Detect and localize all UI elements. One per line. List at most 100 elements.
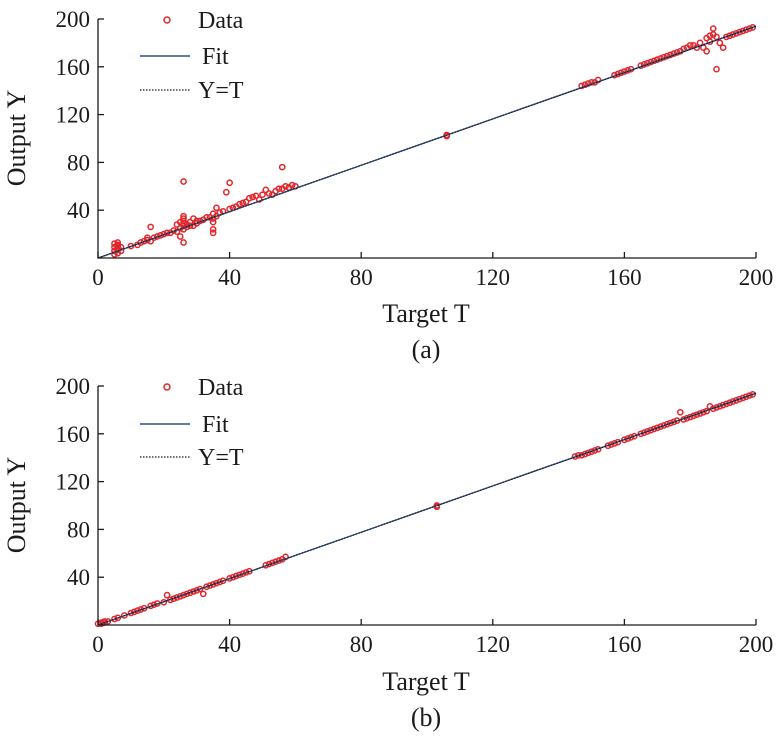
x-tick-label: 120 (476, 265, 511, 290)
data-point (249, 193, 256, 201)
y-tick-label: 80 (67, 150, 90, 175)
data-point (180, 178, 187, 185)
data-point (219, 577, 227, 585)
data-point (239, 199, 247, 207)
x-tick-label: 0 (92, 265, 104, 290)
data-point (213, 212, 220, 220)
data-point (213, 204, 220, 212)
legend-item-identity: Y=T (198, 445, 244, 471)
axes-frame (97, 19, 756, 259)
data-point (650, 425, 658, 433)
data-point (226, 179, 233, 187)
x-ticks: 0 40 80 120 160 200 (92, 619, 773, 657)
data-point (746, 392, 753, 399)
data-point (245, 194, 253, 202)
data-point (180, 212, 187, 220)
y-tick-label: 80 (67, 517, 90, 542)
legend: Data Fit Y=T (140, 8, 244, 104)
data-point (275, 185, 283, 193)
data-point (630, 432, 638, 440)
data-point (578, 82, 585, 90)
data-point (147, 223, 154, 231)
data-point (653, 424, 661, 432)
legend-item-fit: Fit (202, 44, 229, 70)
data-point (676, 408, 684, 416)
data-point (252, 192, 260, 200)
legend-data-marker (163, 383, 171, 391)
data-point (190, 588, 197, 595)
data-point (216, 578, 224, 586)
data-point (644, 428, 651, 435)
y-axis-label: Output Y (2, 457, 31, 554)
y-tick-label: 200 (56, 374, 91, 399)
data-point (709, 25, 717, 32)
data-point (265, 190, 273, 197)
data-point (209, 581, 217, 588)
data-point (203, 583, 210, 591)
data-point (209, 218, 217, 226)
x-axis-label: Target T (382, 667, 470, 696)
data-point (581, 81, 589, 89)
data-point (104, 618, 112, 625)
data-point (749, 391, 757, 398)
data-point (196, 585, 204, 593)
data-point (588, 78, 595, 86)
legend-item-fit: Fit (202, 412, 229, 438)
y-tick-label: 40 (67, 198, 90, 223)
x-tick-label: 200 (739, 265, 774, 290)
y-ticks: 40 80 120 160 200 (56, 7, 104, 223)
data-point (199, 590, 207, 598)
x-tick-label: 80 (350, 632, 373, 657)
data-point (742, 26, 750, 34)
y-tick-label: 160 (56, 422, 91, 447)
data-point (706, 32, 714, 40)
data-point (255, 196, 263, 203)
data-point (147, 237, 154, 245)
panel-label: (a) (412, 335, 441, 364)
data-point (209, 229, 217, 237)
x-tick-label: 160 (607, 632, 642, 657)
x-ticks: 0 40 80 120 160 200 (92, 252, 773, 290)
data-point (176, 233, 184, 240)
data-point (236, 200, 243, 208)
data-point (657, 423, 664, 430)
data-point (209, 225, 217, 233)
chart-panel-b: 0 40 80 120 160 200 40 80 120 160 200 Target T Ou… (2, 374, 773, 732)
data-point (686, 41, 694, 49)
x-tick-label: 80 (350, 265, 373, 290)
data-point (627, 434, 635, 441)
legend-data-marker (163, 16, 171, 24)
y-ticks: 40 80 120 160 200 (56, 374, 104, 590)
y-tick-label: 200 (56, 7, 91, 32)
data-point (749, 24, 757, 31)
data-point (259, 191, 266, 199)
data-point (206, 582, 214, 589)
data-point (703, 47, 711, 55)
identity-line (97, 25, 757, 259)
panel-label: (b) (411, 703, 441, 732)
x-tick-label: 0 (92, 632, 104, 657)
y-tick-label: 120 (56, 470, 91, 495)
legend-item-data: Data (198, 375, 244, 401)
identity-line (97, 392, 757, 626)
data-point (176, 218, 184, 226)
data-points (94, 391, 757, 628)
data-point (647, 426, 655, 434)
data-point (163, 591, 171, 599)
y-axis-label: Output Y (2, 90, 31, 187)
data-point (637, 430, 645, 438)
x-tick-label: 40 (218, 265, 241, 290)
data-point (180, 239, 187, 246)
data-point (262, 186, 270, 194)
chart-panel-a: 0 40 80 120 160 200 40 80 120 160 200 Target T Ou… (2, 7, 773, 364)
x-tick-label: 160 (607, 265, 642, 290)
data-point (716, 39, 724, 47)
y-tick-label: 160 (56, 55, 91, 80)
data-point (739, 27, 747, 35)
data-point (213, 579, 220, 587)
data-point (739, 394, 747, 402)
data-point (584, 80, 592, 87)
data-point (193, 586, 201, 594)
data-point (719, 44, 727, 52)
